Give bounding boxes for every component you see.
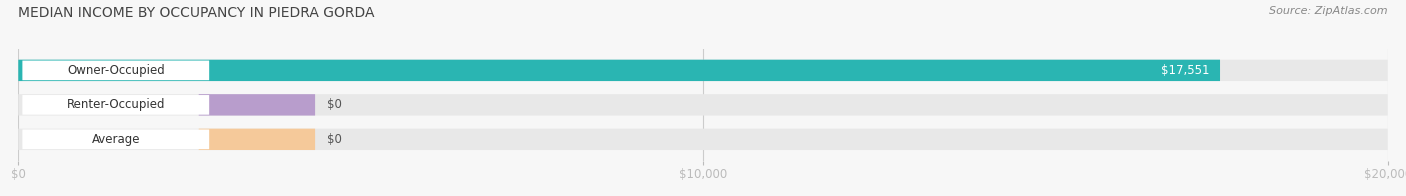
Text: Source: ZipAtlas.com: Source: ZipAtlas.com: [1270, 6, 1388, 16]
FancyBboxPatch shape: [18, 129, 1388, 150]
Text: MEDIAN INCOME BY OCCUPANCY IN PIEDRA GORDA: MEDIAN INCOME BY OCCUPANCY IN PIEDRA GOR…: [18, 6, 375, 20]
FancyBboxPatch shape: [198, 129, 315, 150]
FancyBboxPatch shape: [18, 60, 1388, 81]
FancyBboxPatch shape: [22, 130, 209, 149]
Text: $0: $0: [328, 98, 342, 111]
FancyBboxPatch shape: [18, 94, 1388, 116]
FancyBboxPatch shape: [22, 95, 209, 115]
FancyBboxPatch shape: [198, 94, 315, 116]
Text: Renter-Occupied: Renter-Occupied: [66, 98, 165, 111]
Text: Average: Average: [91, 133, 141, 146]
Text: Owner-Occupied: Owner-Occupied: [67, 64, 165, 77]
Text: $0: $0: [328, 133, 342, 146]
FancyBboxPatch shape: [18, 60, 1220, 81]
Text: $17,551: $17,551: [1161, 64, 1209, 77]
FancyBboxPatch shape: [22, 61, 209, 80]
